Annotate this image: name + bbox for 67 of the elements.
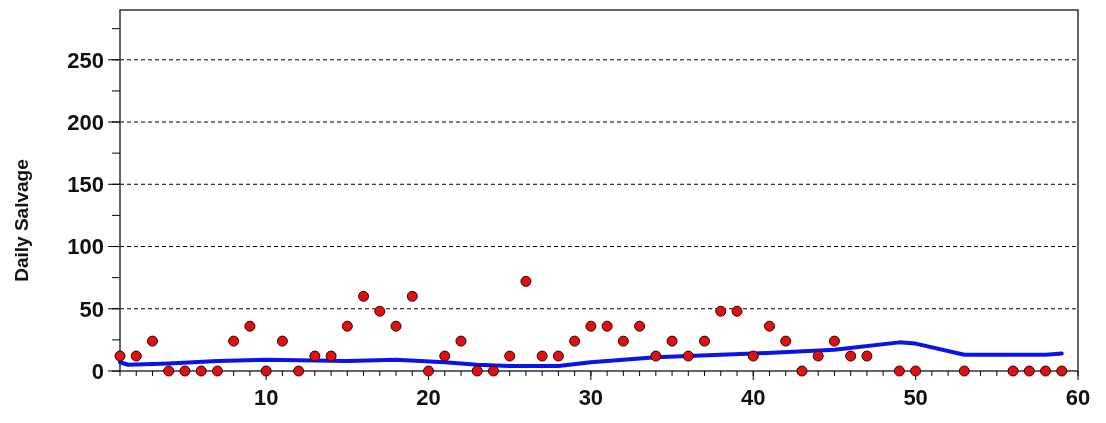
point: [552, 350, 564, 362]
point: [763, 320, 775, 332]
point: [358, 290, 370, 302]
x-tick-label: 20: [416, 385, 441, 410]
point: [114, 350, 126, 362]
point: [715, 305, 727, 317]
point: [439, 350, 451, 362]
point: [585, 320, 597, 332]
point: [406, 290, 418, 302]
point: [1007, 365, 1019, 377]
point: [211, 365, 223, 377]
point: [293, 365, 305, 377]
point: [634, 320, 646, 332]
point: [731, 305, 743, 317]
point: [666, 335, 678, 347]
point: [747, 350, 759, 362]
point: [1056, 365, 1068, 377]
y-tick-label: 100: [67, 234, 104, 260]
y-tick-label: 200: [67, 109, 104, 135]
y-tick-label: 50: [79, 296, 104, 322]
x-tick-label: 10: [253, 385, 279, 410]
point: [309, 350, 321, 362]
point: [146, 335, 158, 347]
point: [861, 350, 873, 362]
point: [455, 335, 467, 347]
point: [650, 350, 662, 362]
x-tick-label: 60: [1065, 385, 1091, 410]
point: [374, 305, 386, 317]
point: [244, 320, 256, 332]
point: [163, 365, 175, 377]
x-tick-label: 50: [903, 385, 928, 410]
point: [195, 365, 207, 377]
point: [341, 320, 353, 332]
point: [780, 335, 792, 347]
point: [276, 335, 288, 347]
point: [893, 365, 905, 377]
y-tick-label: 0: [91, 358, 104, 384]
y-tick-label: 150: [67, 172, 104, 198]
point: [228, 335, 240, 347]
point: [390, 320, 402, 332]
point: [471, 365, 483, 377]
point: [682, 350, 694, 362]
point: [487, 365, 499, 377]
point: [260, 365, 272, 377]
x-tick-label: 40: [741, 385, 766, 410]
y-axis-title: Daily Salvage: [11, 159, 32, 282]
y-tick-label: 250: [67, 47, 104, 73]
point: [812, 350, 824, 362]
point: [601, 320, 613, 332]
point: [699, 335, 711, 347]
point: [536, 350, 548, 362]
point: [325, 350, 337, 362]
point: [1023, 365, 1035, 377]
point: [423, 365, 435, 377]
point: [796, 365, 808, 377]
point: [504, 350, 516, 362]
point: [1040, 365, 1052, 377]
point: [130, 350, 142, 362]
x-tick-label: 30: [578, 385, 604, 410]
point: [520, 275, 532, 287]
point: [828, 335, 840, 347]
point: [617, 335, 629, 347]
point: [845, 350, 857, 362]
point: [569, 335, 581, 347]
point: [958, 365, 970, 377]
point: [179, 365, 191, 377]
point: [910, 365, 922, 377]
